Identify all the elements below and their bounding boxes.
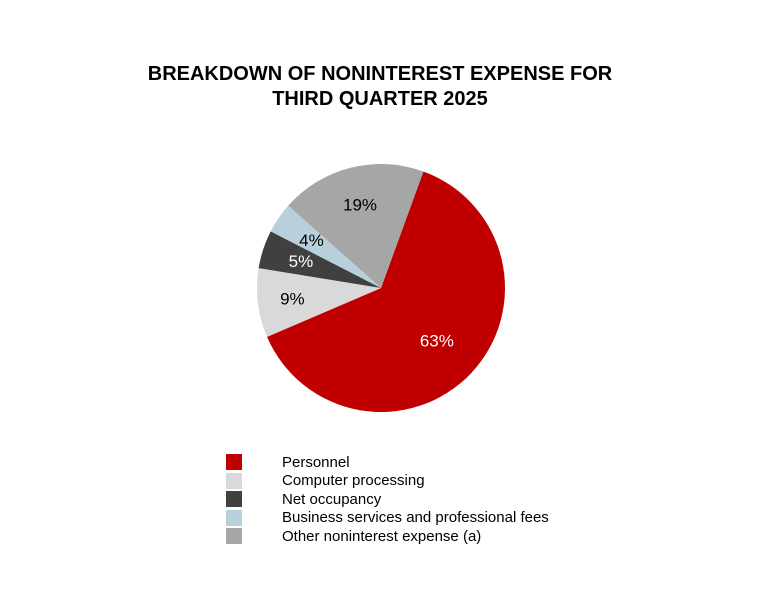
legend-label-business-services-and-professional-fees: Business services and professional fees <box>282 509 549 527</box>
legend-item-business-services-and-professional-fees: Business services and professional fees <box>226 509 549 528</box>
legend-label-computer-processing: Computer processing <box>282 472 425 490</box>
pie-label-net-occupancy: 5% <box>289 252 314 271</box>
chart-title-line-1: BREAKDOWN OF NONINTEREST EXPENSE FOR <box>147 63 613 85</box>
legend-label-personnel: Personnel <box>282 453 350 471</box>
legend-label-net-occupancy: Net occupancy <box>282 490 382 508</box>
pie-slice-net-occupancy <box>258 231 381 288</box>
pie-label-business-services-and-professional-fees: 4% <box>299 231 324 250</box>
legend-item-net-occupancy: Net occupancy <box>226 490 549 509</box>
pie-label-computer-processing: 9% <box>280 289 305 308</box>
pie-slice-personnel <box>267 171 506 413</box>
legend-label-other-noninterest-expense: Other noninterest expense (a) <box>282 527 482 545</box>
pie-slice-labels: 63% 9% 5% 4% 19% <box>280 196 454 351</box>
legend-swatch-personnel <box>226 454 242 471</box>
pie-slices <box>257 163 506 413</box>
pie-label-other-noninterest-expense: 19% <box>343 196 377 215</box>
legend-swatch-net-occupancy <box>226 491 242 508</box>
chart-title-line-2: THIRD QUARTER 2025 <box>272 88 488 110</box>
legend-swatch-business-services-and-professional-fees <box>226 509 242 526</box>
pie-slice-computer-processing <box>257 268 381 337</box>
legend-item-computer-processing: Computer processing <box>226 472 549 491</box>
legend-item-personnel: Personnel <box>226 453 549 472</box>
chart-title: BREAKDOWN OF NONINTEREST EXPENSE FOR THI… <box>0 62 760 112</box>
pie-slice-business-services-and-professional-fees <box>270 205 381 288</box>
legend-swatch-computer-processing <box>226 472 242 489</box>
legend-swatch-other-noninterest-expense <box>226 528 242 545</box>
pie-slice-other-noninterest-expense <box>288 163 424 288</box>
legend-item-other-noninterest-expense: Other noninterest expense (a) <box>226 527 549 546</box>
chart-legend: Personnel Computer processing Net occupanc… <box>226 453 549 546</box>
pie-label-personnel: 63% <box>420 331 454 350</box>
